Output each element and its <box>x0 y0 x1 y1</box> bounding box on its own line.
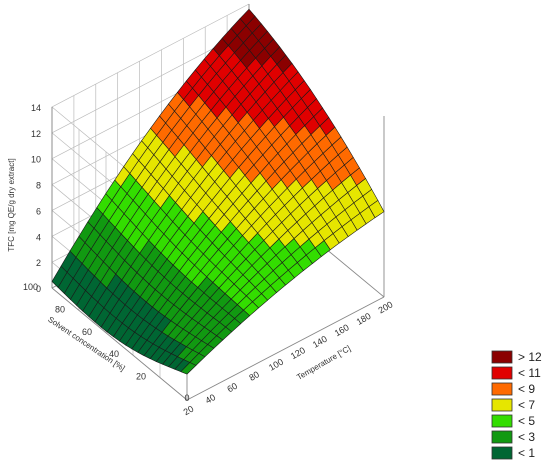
legend-label: < 11 <box>518 366 541 380</box>
legend-swatch <box>491 350 513 364</box>
x-tick-label: 20 <box>182 404 196 418</box>
z-tick-label: 4 <box>36 232 41 242</box>
y-tick-label: 60 <box>82 327 92 337</box>
x-tick-label: 80 <box>247 369 261 383</box>
x-tick-label: 40 <box>204 392 218 406</box>
legend-swatch <box>491 430 513 444</box>
x-tick-label: 120 <box>289 345 307 361</box>
z-tick-label: 6 <box>36 206 41 216</box>
legend-label: < 7 <box>518 398 535 412</box>
legend-swatch <box>491 414 513 428</box>
legend-label: < 9 <box>518 382 535 396</box>
axis-ticks: 0246810121420406080100120140160180200204… <box>23 103 395 417</box>
x-tick-label: 180 <box>355 311 373 327</box>
legend-label: < 1 <box>518 446 535 460</box>
x-tick-label: 60 <box>225 381 239 395</box>
z-tick-label: 14 <box>31 103 41 113</box>
legend-swatch <box>491 446 513 460</box>
z-tick-label: 0 <box>36 284 41 294</box>
y-tick-label: 40 <box>109 349 119 359</box>
z-tick-label: 12 <box>31 129 41 139</box>
x-tick-label: 200 <box>376 299 394 315</box>
x-tick-label: 140 <box>311 334 329 350</box>
box-edge <box>51 287 188 401</box>
x-tick-label: 160 <box>333 322 351 338</box>
z-axis-label: TFC [mg QE/g dry extract] <box>7 158 16 251</box>
x-tick-label: 100 <box>267 357 285 373</box>
legend-swatch <box>491 366 513 380</box>
box-edge <box>186 296 385 401</box>
legend-label: < 3 <box>518 430 535 444</box>
legend-swatch <box>491 398 513 412</box>
surface-cell <box>180 362 197 375</box>
x-axis-start-label: 0 <box>184 393 189 403</box>
legend-label: > 12 <box>518 350 542 364</box>
legend-swatch <box>491 382 513 396</box>
y-tick-label: 100 <box>23 282 38 292</box>
y-tick-label: 80 <box>55 304 65 314</box>
z-tick-label: 8 <box>36 181 41 191</box>
z-tick-label: 10 <box>31 155 41 165</box>
z-tick-label: 2 <box>36 258 41 268</box>
legend: > 12 < 11 < 9 < 7 < 5 < 3 < 1 <box>491 350 542 460</box>
legend-label: < 5 <box>518 414 535 428</box>
y-tick-label: 20 <box>136 372 146 382</box>
response-surface <box>51 8 385 375</box>
